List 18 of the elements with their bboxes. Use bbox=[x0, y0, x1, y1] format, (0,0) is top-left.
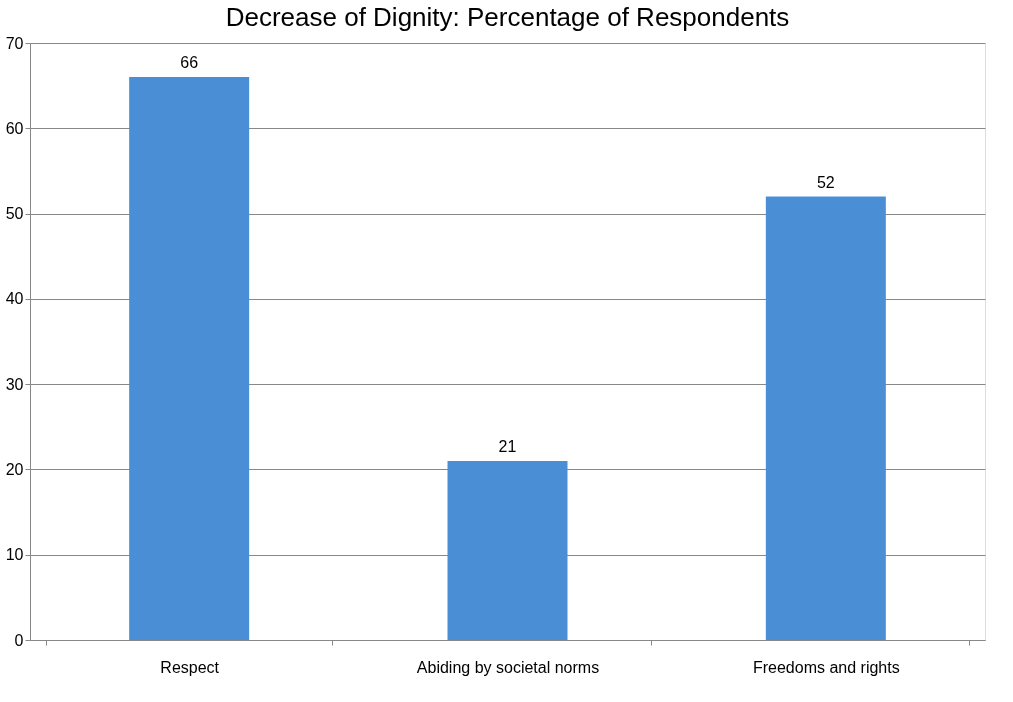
data-label: 66 bbox=[180, 54, 199, 72]
x-tick-label: Respect bbox=[160, 658, 220, 676]
y-tick-label: 60 bbox=[5, 119, 24, 137]
y-tick-label: 30 bbox=[5, 375, 24, 393]
chart-title: Decrease of Dignity: Percentage of Respondents bbox=[225, 2, 790, 32]
data-label: 52 bbox=[816, 173, 835, 191]
y-tick-label: 40 bbox=[5, 290, 24, 308]
y-tick-label: 20 bbox=[5, 460, 24, 478]
x-tick-label: Abiding by societal norms bbox=[416, 658, 600, 676]
data-label: 21 bbox=[498, 437, 517, 455]
bar bbox=[765, 196, 886, 640]
x-tick-label: Freedoms and rights bbox=[752, 658, 900, 676]
y-tick-label: 10 bbox=[5, 546, 24, 564]
y-tick-label: 50 bbox=[5, 205, 24, 223]
bar bbox=[447, 460, 568, 640]
bar bbox=[129, 77, 250, 640]
y-tick-label: 70 bbox=[5, 34, 24, 52]
y-tick-label: 0 bbox=[14, 631, 24, 649]
